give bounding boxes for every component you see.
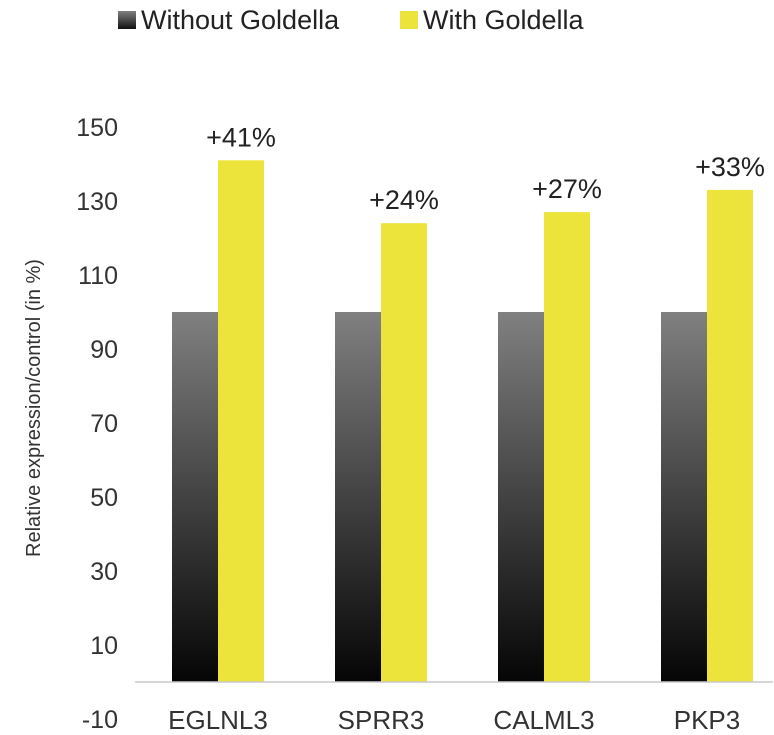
y-tick-label: 90 — [90, 336, 118, 364]
bar-without-goldella — [172, 312, 218, 682]
category-label: SPRR3 — [338, 705, 425, 735]
legend-label-with: With Goldella — [423, 5, 585, 35]
category-label: PKP3 — [674, 705, 741, 735]
y-tick-label: -10 — [82, 706, 118, 734]
y-axis-ticks: -10 10 30 50 70 90 110 130 150 — [76, 114, 118, 734]
y-tick-label: 130 — [76, 188, 118, 216]
legend-swatch-without — [118, 11, 136, 29]
data-labels: +41% +24% +27% +33% — [206, 122, 765, 215]
y-tick-label: 10 — [90, 632, 118, 660]
legend: Without Goldella With Goldella — [118, 5, 585, 35]
bar-with-goldella — [218, 160, 264, 683]
category-label: CALML3 — [493, 705, 594, 735]
bar-with-goldella — [544, 212, 590, 682]
data-label: +24% — [369, 185, 439, 215]
category-label: EGLNL3 — [168, 705, 268, 735]
data-label: +27% — [532, 174, 602, 204]
legend-label-without: Without Goldella — [141, 5, 340, 35]
y-tick-label: 70 — [90, 410, 118, 438]
bar-with-goldella — [381, 223, 427, 682]
category-labels: EGLNL3 SPRR3 CALML3 PKP3 — [168, 705, 740, 735]
data-label: +41% — [206, 122, 276, 152]
legend-swatch-with — [400, 11, 418, 29]
y-axis-label: Relative expression/control (in %) — [23, 259, 45, 557]
bar-without-goldella — [498, 312, 544, 682]
y-tick-label: 110 — [78, 262, 118, 290]
bar-with-goldella — [707, 189, 753, 682]
bars — [172, 160, 753, 683]
bar-without-goldella — [661, 312, 707, 682]
y-tick-label: 150 — [76, 114, 118, 142]
bar-without-goldella — [335, 312, 381, 682]
y-tick-label: 50 — [90, 484, 118, 512]
y-tick-label: 30 — [90, 558, 118, 586]
data-label: +33% — [695, 152, 765, 182]
